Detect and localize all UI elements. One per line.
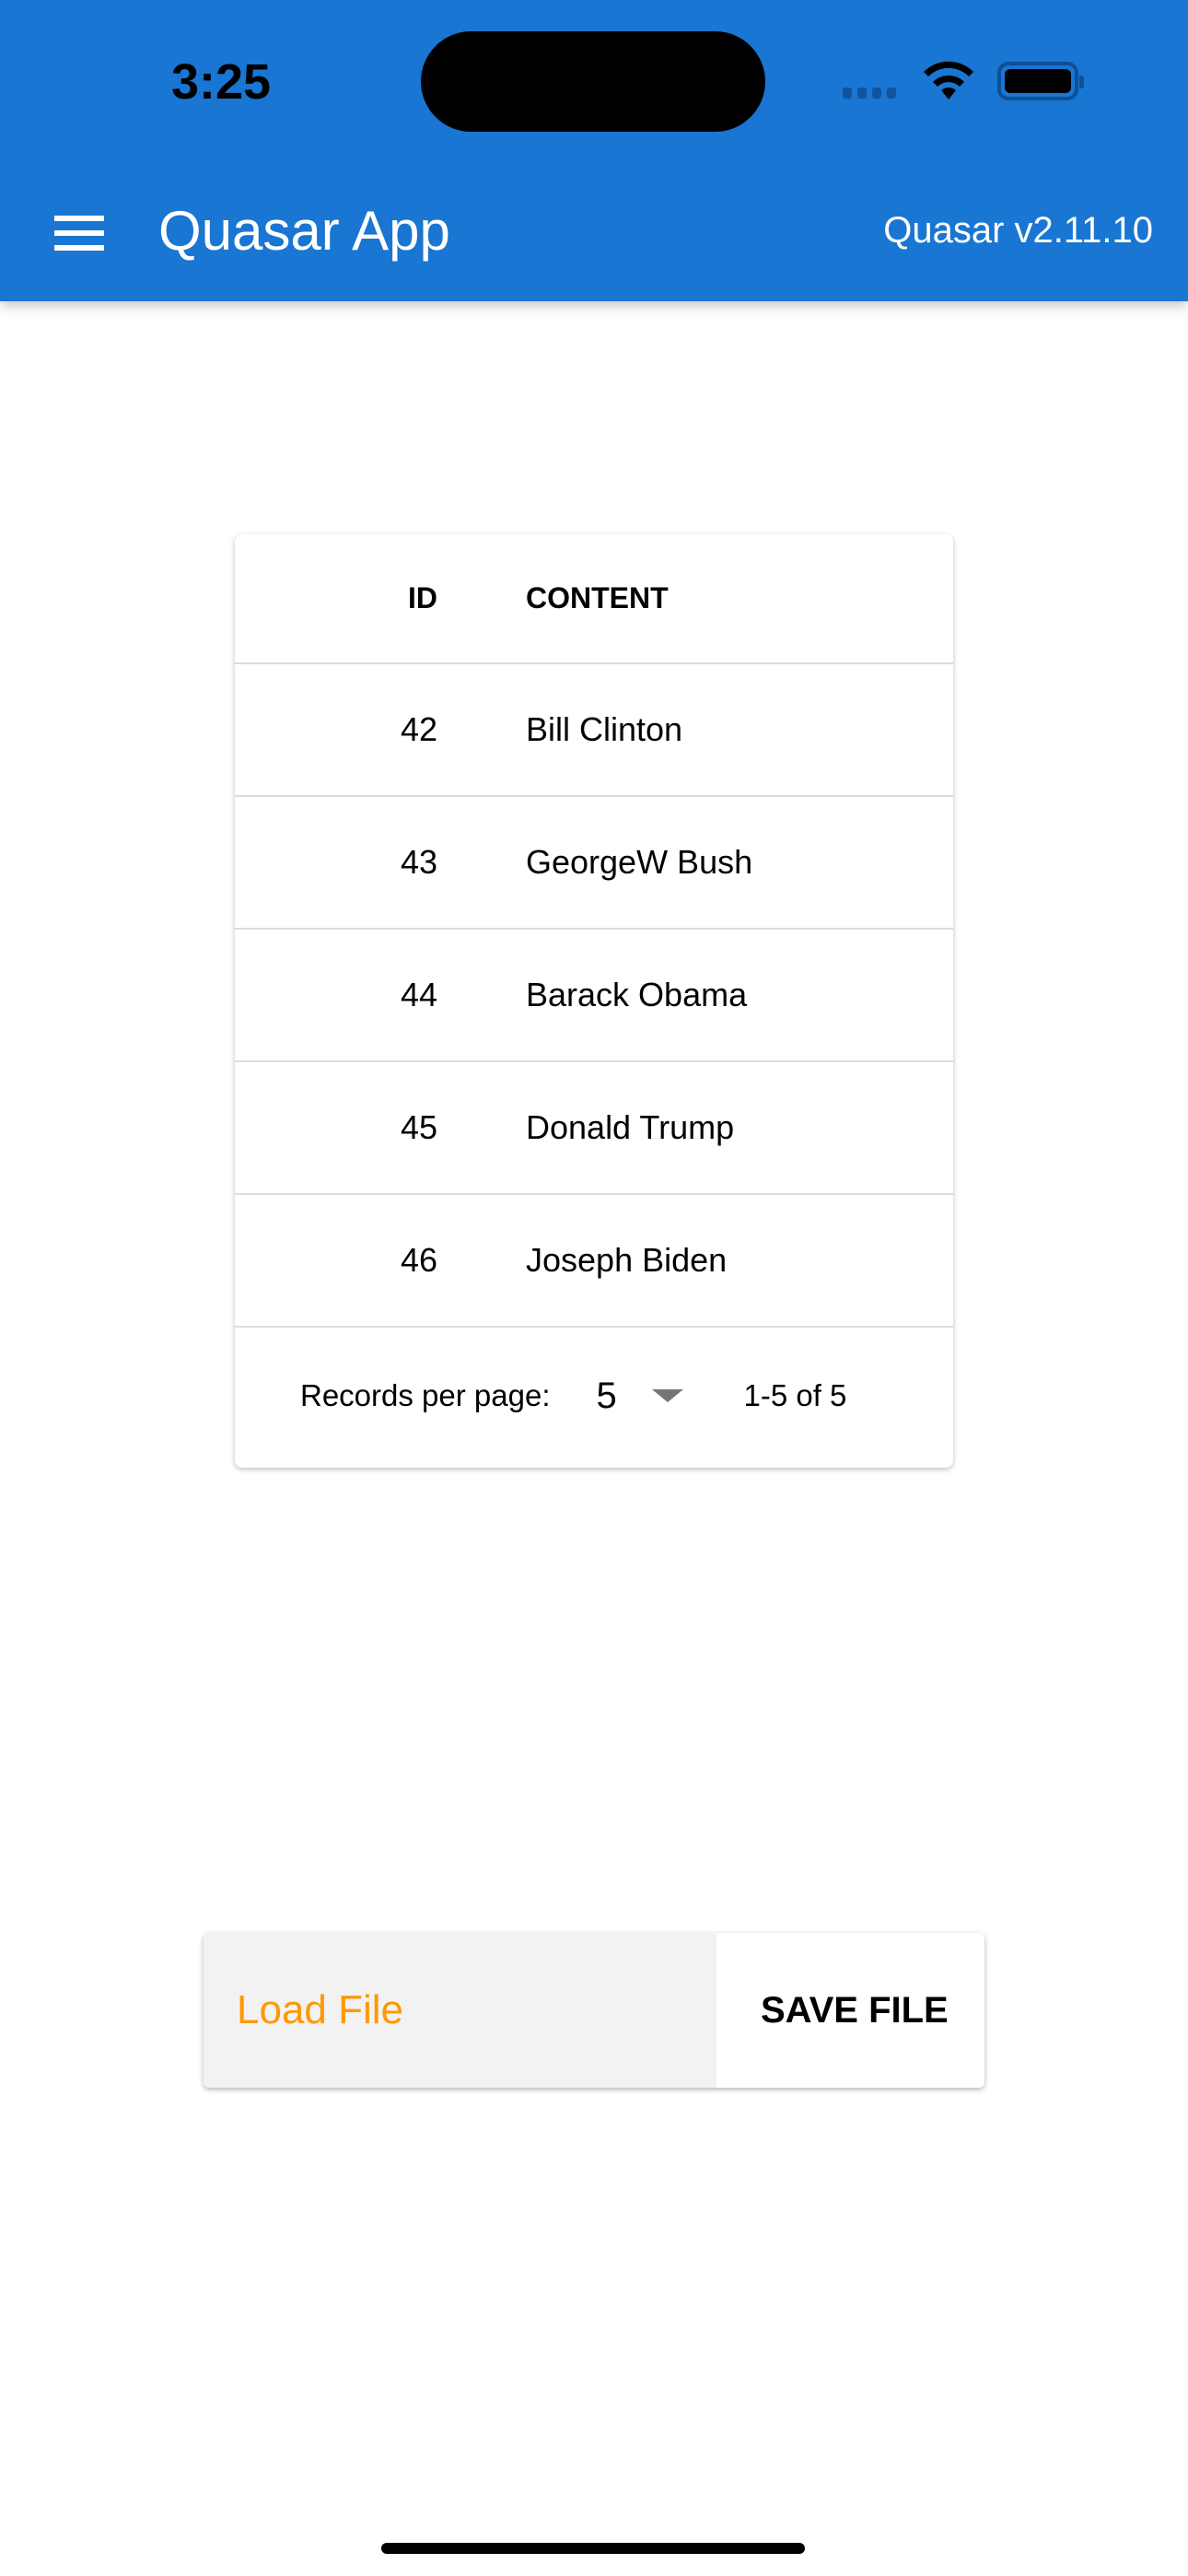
column-header-id[interactable]: ID [408, 581, 437, 615]
hamburger-menu-icon[interactable] [54, 216, 104, 251]
load-file-input[interactable]: Load File [204, 1933, 716, 2088]
table-header: ID CONTENT [235, 534, 953, 664]
signal-icon [843, 88, 896, 99]
cell-content: Donald Trump [526, 1108, 735, 1146]
cell-content: Joseph Biden [526, 1241, 728, 1279]
cell-id: 45 [400, 1108, 437, 1146]
save-file-button[interactable]: SAVE FILE [761, 1989, 949, 2031]
table-row[interactable]: 43 GeorgeW Bush [235, 797, 953, 930]
cell-id: 42 [400, 710, 437, 748]
records-per-page-label: Records per page: [300, 1378, 551, 1412]
table-footer: Records per page: 5 1-5 of 5 [235, 1328, 953, 1464]
version-label: Quasar v2.11.10 [883, 210, 1153, 251]
cell-id: 46 [400, 1241, 437, 1279]
wifi-icon [924, 61, 973, 100]
app-header: 3:25 Quasar App Quasar v2.11.10 [0, 0, 1188, 301]
file-button-group: Load File SAVE FILE [204, 1933, 984, 2088]
table-row[interactable]: 44 Barack Obama [235, 930, 953, 1062]
table-row[interactable]: 42 Bill Clinton [235, 664, 953, 797]
cell-content: GeorgeW Bush [526, 843, 753, 881]
app-title: Quasar App [158, 200, 450, 262]
column-header-content[interactable]: CONTENT [526, 581, 669, 615]
home-indicator[interactable] [381, 2543, 805, 2554]
records-table: ID CONTENT 42 Bill Clinton 43 GeorgeW Bush… [235, 534, 953, 1468]
cell-id: 44 [400, 976, 437, 1013]
cell-content: Barack Obama [526, 976, 748, 1013]
table-row[interactable]: 45 Donald Trump [235, 1062, 953, 1195]
chevron-down-icon[interactable] [651, 1389, 683, 1402]
dynamic-island [421, 31, 765, 132]
cell-id: 43 [400, 843, 437, 881]
table-row[interactable]: 46 Joseph Biden [235, 1195, 953, 1328]
records-per-page-select[interactable]: 5 [596, 1375, 617, 1416]
cell-content: Bill Clinton [526, 710, 683, 748]
status-time: 3:25 [171, 54, 272, 110]
pagination-range: 1-5 of 5 [743, 1378, 847, 1412]
battery-icon [997, 62, 1084, 100]
